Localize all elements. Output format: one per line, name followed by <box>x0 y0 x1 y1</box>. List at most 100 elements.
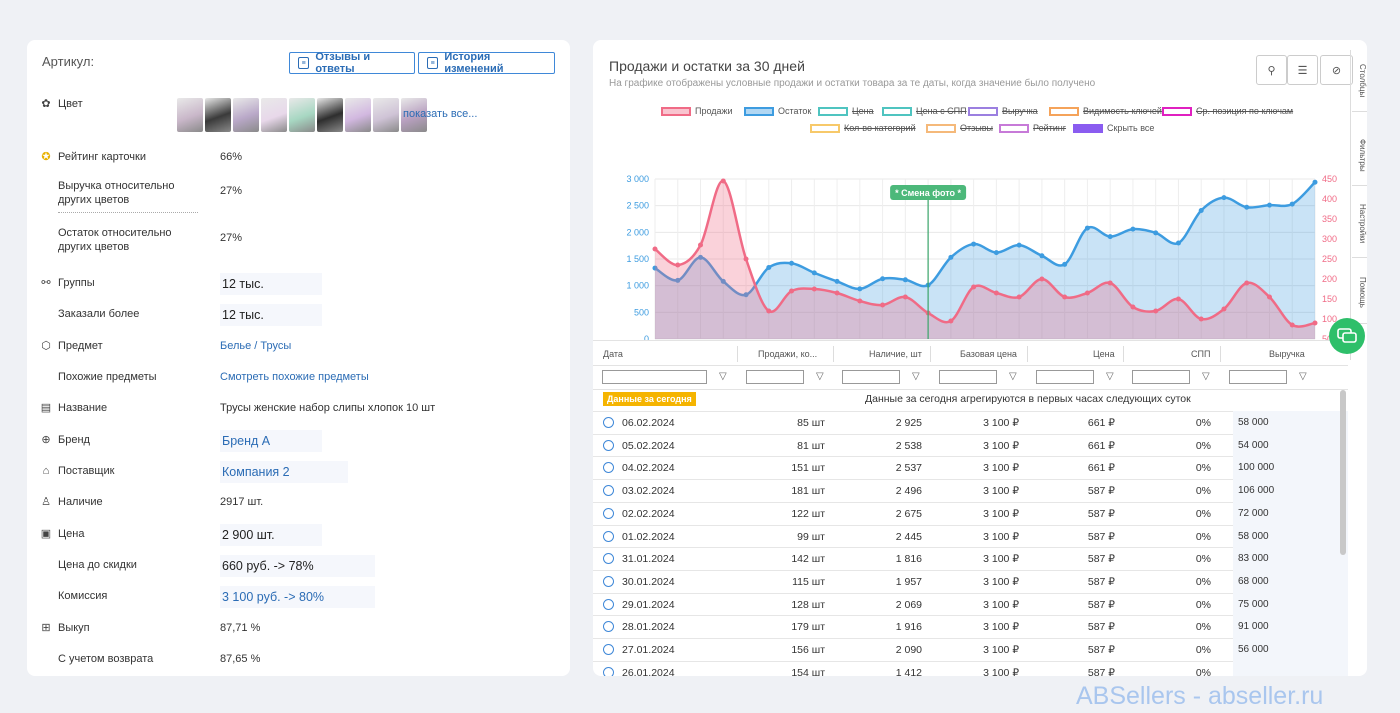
info-value[interactable]: 3 100 руб. -> 80% <box>220 586 375 608</box>
chat-button[interactable] <box>1329 318 1365 354</box>
filter-input[interactable] <box>1036 370 1094 384</box>
filter-icon[interactable]: ▽ <box>1299 371 1307 382</box>
filter-input[interactable] <box>1229 370 1287 384</box>
data-point <box>652 246 658 252</box>
legend-label: Продажи <box>695 106 733 116</box>
info-label: Наличие <box>58 496 103 508</box>
cell-stock: 2 675 <box>895 507 922 520</box>
filter-input[interactable] <box>746 370 804 384</box>
color-thumbnail[interactable] <box>233 98 259 132</box>
column-header[interactable]: СПП <box>1191 349 1211 359</box>
color-thumbnail[interactable] <box>373 98 399 132</box>
filter-input[interactable] <box>842 370 900 384</box>
history-button[interactable]: ≡ История изменений <box>418 51 555 75</box>
basket-icon: ⊞ <box>41 622 51 634</box>
cell-spp: 0% <box>1195 507 1211 520</box>
y-right-tick: 250 <box>1322 254 1337 264</box>
revenue-value: 100 000 <box>1238 462 1275 474</box>
list-button[interactable]: ☰ <box>1287 55 1318 85</box>
color-thumbnail[interactable] <box>177 98 203 132</box>
column-header[interactable]: Цена <box>1093 349 1115 359</box>
column-header[interactable]: Продажи, ко... <box>758 349 818 359</box>
filter-icon[interactable]: ▽ <box>912 371 920 382</box>
column-header[interactable]: Наличие, шт <box>869 349 922 359</box>
side-tab[interactable]: Настройки <box>1352 190 1367 258</box>
info-label: Цена <box>58 528 85 540</box>
data-point <box>743 292 749 298</box>
color-thumbnail[interactable] <box>205 98 231 132</box>
clock-icon <box>603 644 614 655</box>
side-tab[interactable]: Фильтры <box>1352 126 1367 186</box>
filter-icon[interactable]: ▽ <box>1106 371 1114 382</box>
legend-item[interactable]: Цена с СПП <box>882 106 967 116</box>
color-thumbnail[interactable] <box>345 98 371 132</box>
color-thumbnail[interactable] <box>317 98 343 132</box>
show-all-link[interactable]: показать все... <box>403 108 478 120</box>
legend-swatch <box>926 123 956 133</box>
table-row[interactable]: 28.01.2024 179 шт 1 916 3 100 ₽ 587 ₽ 0% <box>593 615 1233 638</box>
table-row[interactable]: 27.01.2024 156 шт 2 090 3 100 ₽ 587 ₽ 0% <box>593 638 1233 661</box>
table-row[interactable]: 06.02.2024 85 шт 2 925 3 100 ₽ 661 ₽ 0% <box>593 411 1233 434</box>
cell-sales: 85 шт <box>797 417 825 429</box>
filter-icon[interactable]: ▽ <box>1009 371 1017 382</box>
data-point <box>1312 179 1318 185</box>
box-icon: ⬡ <box>41 340 51 352</box>
legend-swatch <box>1073 123 1103 133</box>
side-tab[interactable]: Помощь <box>1352 262 1367 324</box>
cell-sales: 128 шт <box>791 598 825 611</box>
watermark: ABSellers - abseller.ru <box>1076 682 1324 710</box>
info-value[interactable]: Компания 2 <box>220 461 348 483</box>
reviews-button[interactable]: ≡ Отзывы и ответы <box>289 51 415 75</box>
legend-item[interactable]: Видимость ключей <box>1049 106 1162 116</box>
cell-spp: 0% <box>1195 439 1211 452</box>
legend-item[interactable]: Остаток <box>744 106 811 116</box>
filter-input[interactable] <box>602 370 707 384</box>
legend-item[interactable]: Цена <box>818 106 874 116</box>
color-thumbnail[interactable] <box>401 98 427 132</box>
table-row[interactable]: 04.02.2024 151 шт 2 537 3 100 ₽ 661 ₽ 0% <box>593 456 1233 479</box>
table-scrollbar[interactable] <box>1340 390 1346 555</box>
cell-date: 04.02.2024 <box>622 462 675 475</box>
revenue-value: 58 000 <box>1238 417 1269 428</box>
table-row[interactable]: 02.02.2024 122 шт 2 675 3 100 ₽ 587 ₽ 0% <box>593 501 1233 525</box>
legend-label: Ср. позиция по ключам <box>1196 106 1294 116</box>
color-thumbnail[interactable] <box>289 98 315 132</box>
pin-button[interactable]: ⚲ <box>1256 55 1287 85</box>
filter-input[interactable] <box>1132 370 1190 384</box>
info-value: 66% <box>220 151 243 163</box>
legend-item[interactable]: Ср. позиция по ключам <box>1162 106 1293 116</box>
revenue-value: 56 000 <box>1238 644 1269 655</box>
table-row[interactable]: 26.01.2024 154 шт 1 412 3 100 ₽ 587 ₽ 0% <box>593 660 1233 676</box>
table-row[interactable]: 30.01.2024 115 шт 1 957 3 100 ₽ 587 ₽ 0% <box>593 569 1233 593</box>
filter-input[interactable] <box>939 370 997 384</box>
filter-icon[interactable]: ▽ <box>1202 371 1210 382</box>
data-point <box>1153 308 1159 314</box>
data-table: Дата Продажи, ко... Наличие, шт Базовая цен… <box>593 340 1367 676</box>
legend-item[interactable]: Выручка <box>968 106 1038 116</box>
legend-item[interactable]: Продажи <box>661 106 733 116</box>
table-row[interactable]: 03.02.2024 181 шт 2 496 3 100 ₽ 587 ₽ 0% <box>593 479 1233 502</box>
legend-item[interactable]: Рейтинг <box>999 123 1066 133</box>
filter-icon[interactable]: ▽ <box>719 371 727 382</box>
legend-item[interactable]: Скрыть все <box>1073 123 1154 133</box>
table-row[interactable]: 05.02.2024 81 шт 2 538 3 100 ₽ 661 ₽ 0% <box>593 433 1233 457</box>
info-value[interactable]: Смотреть похожие предметы <box>220 371 369 383</box>
color-thumbnail[interactable] <box>261 98 287 132</box>
table-row[interactable]: 31.01.2024 142 шт 1 816 3 100 ₽ 587 ₽ 0% <box>593 547 1233 570</box>
filter-icon[interactable]: ▽ <box>816 371 824 382</box>
legend-item[interactable]: Отзывы <box>926 123 993 133</box>
chart-title: Продажи и остатки за 30 дней <box>609 58 805 74</box>
cell-date: 05.02.2024 <box>622 439 675 452</box>
info-value[interactable]: Белье / Трусы <box>220 340 292 352</box>
data-point <box>857 286 863 292</box>
data-point <box>720 278 726 284</box>
side-tab[interactable]: Столбцы <box>1352 50 1367 112</box>
table-row[interactable]: 29.01.2024 128 шт 2 069 3 100 ₽ 587 ₽ 0% <box>593 592 1233 616</box>
table-row[interactable]: 01.02.2024 99 шт 2 445 3 100 ₽ 587 ₽ 0% <box>593 524 1233 548</box>
legend-item[interactable]: Кол-во категорий <box>810 123 916 133</box>
hide-button[interactable]: ⊘ <box>1320 55 1353 85</box>
column-header[interactable]: Выручка <box>1269 349 1305 359</box>
column-header[interactable]: Дата <box>603 349 623 359</box>
info-value[interactable]: Бренд А <box>220 430 322 452</box>
column-header[interactable]: Базовая цена <box>960 349 1017 359</box>
